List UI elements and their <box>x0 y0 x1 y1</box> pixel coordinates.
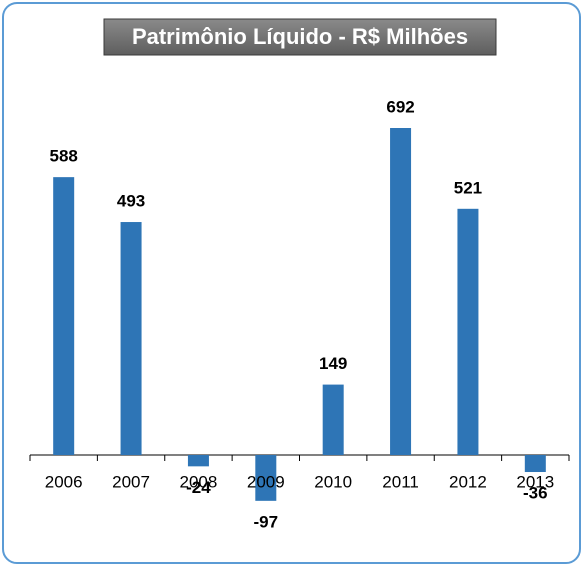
bar <box>390 128 412 455</box>
bar <box>187 455 209 467</box>
chart-title: Patrimônio Líquido - R$ Milhões <box>132 24 468 49</box>
bar <box>322 384 344 455</box>
bar <box>255 455 277 501</box>
x-tick-label: 2010 <box>314 472 352 491</box>
bar <box>524 455 546 473</box>
bar <box>457 208 479 455</box>
data-label: -97 <box>254 512 279 531</box>
data-label: 149 <box>319 354 347 373</box>
bar <box>120 222 142 455</box>
x-tick-label: 2013 <box>516 472 554 491</box>
x-tick-label: 2012 <box>449 472 487 491</box>
data-label: 692 <box>386 97 414 116</box>
bar <box>53 177 75 455</box>
title-box <box>103 18 497 56</box>
x-tick-label: 2009 <box>247 472 285 491</box>
data-label: -24 <box>186 478 211 497</box>
x-tick-label: 2011 <box>382 472 419 491</box>
x-tick-label: 2007 <box>112 472 150 491</box>
x-tick-label: 2006 <box>45 472 83 491</box>
data-label: 521 <box>454 178 482 197</box>
data-label: 493 <box>117 192 145 211</box>
data-label: 588 <box>50 147 78 166</box>
x-tick-label: 2008 <box>180 472 218 491</box>
data-label: -36 <box>523 483 548 502</box>
